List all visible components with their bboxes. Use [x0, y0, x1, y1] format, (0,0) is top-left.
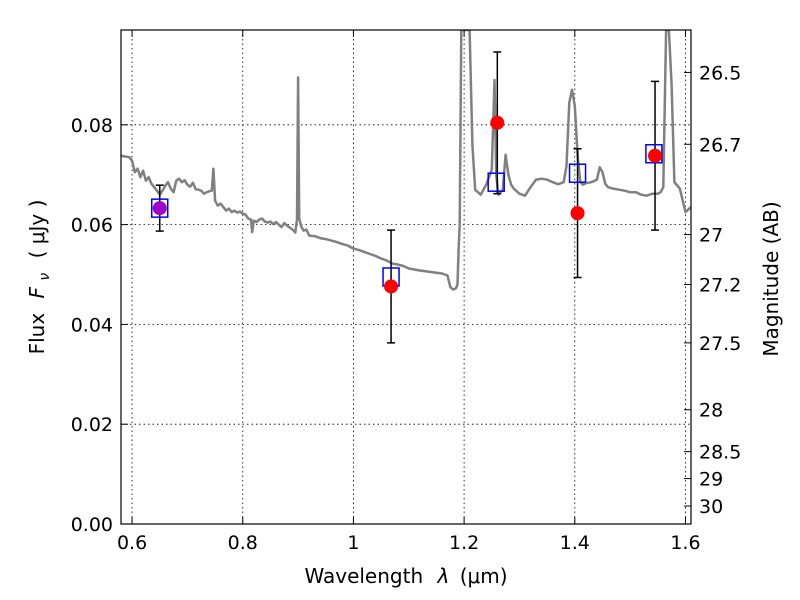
grid	[121, 30, 691, 524]
x-tick-label: 1.6	[670, 532, 700, 554]
plot-frame	[120, 29, 692, 525]
observed-markers	[152, 115, 663, 294]
y2-tick-label: 26.5	[699, 62, 741, 84]
x-tick-label: 1.4	[560, 532, 590, 554]
y-axis-title-unit: ( μJy )	[25, 200, 49, 259]
y2-axis-title: Magnitude (AB)	[759, 201, 783, 356]
y2-tick-label: 29	[699, 469, 723, 491]
model-photometry-marker	[487, 172, 505, 192]
x-axis-title: Wavelength λ (μm)	[304, 564, 507, 588]
y2-tick-label: 27.5	[699, 333, 741, 355]
y2-tick-label: 28	[699, 400, 723, 422]
y-tick-label: 0.00	[71, 514, 113, 536]
model-markers	[150, 143, 663, 287]
x-tick-label: 1	[347, 532, 359, 554]
model-photometry-marker	[150, 198, 169, 218]
y2-axis-ticks: 26.5 26.7 27 27.2 27.5 28 28.5 29 30	[684, 62, 741, 518]
y-tick-label: 0.08	[71, 115, 113, 137]
y-tick-label: 0.02	[71, 414, 113, 436]
model-spectrum-line	[121, 30, 691, 291]
observed-photometry-marker	[384, 279, 399, 294]
x-tick-label: 1.2	[449, 532, 479, 554]
spectrum-layer	[121, 30, 691, 291]
y-axis-title-subscript: ν	[37, 273, 53, 281]
observed-photometry-marker	[490, 115, 505, 130]
model-photometry-marker	[645, 143, 663, 164]
y2-tick-label: 27	[699, 225, 723, 247]
y-axis-title-symbol: F	[25, 286, 49, 298]
y2-tick-label: 28.5	[699, 442, 741, 464]
y2-tick-label: 27.2	[699, 274, 741, 296]
error-bars	[155, 51, 660, 344]
observed-photometry-marker	[152, 201, 167, 216]
y2-tick-label: 30	[699, 496, 723, 518]
model-photometry-marker	[568, 163, 587, 183]
y-tick-label: 0.04	[71, 314, 113, 336]
observed-photometry-marker	[570, 206, 585, 221]
y-tick-label: 0.06	[71, 215, 113, 237]
x-axis-title-symbol: λ	[437, 564, 450, 588]
y-axis-title: Flux F ν ( μJy )	[25, 200, 54, 355]
x-axis-ticks: 0.6 0.8 1 1.2 1.4 1.6	[117, 30, 701, 554]
observed-photometry-marker	[648, 148, 663, 163]
x-tick-label: 0.8	[228, 532, 258, 554]
x-axis-title-unit: (μm)	[460, 564, 508, 588]
x-tick-label: 0.6	[117, 532, 147, 554]
y-axis-ticks: 0.00 0.02 0.04 0.06 0.08	[71, 115, 128, 536]
y2-tick-label: 26.7	[699, 134, 741, 156]
